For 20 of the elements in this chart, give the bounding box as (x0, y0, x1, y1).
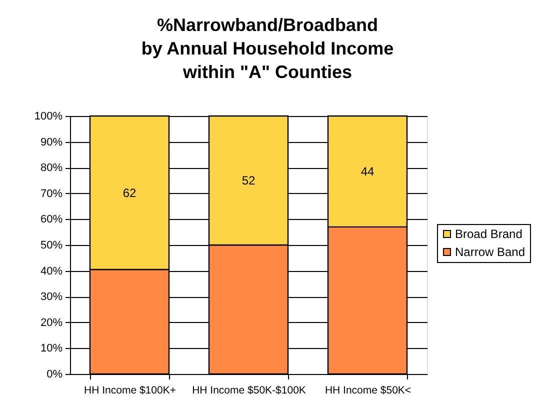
chart-title: %Narrowband/Broadband by Annual Household Income within "A" Counties (141, 15, 394, 82)
y-tick-label: 10% (40, 342, 63, 355)
y-tick-label: 100% (34, 110, 63, 122)
y-tick-label: 70% (40, 188, 63, 200)
y-tick-label: 90% (40, 136, 63, 148)
legend-label: Broad Brand (455, 227, 522, 241)
x-tick-label: HH Income $100K+ (84, 384, 176, 396)
annotation: 44 (360, 164, 374, 178)
legend-label: Narrow Band (455, 245, 526, 259)
y-tick-label: 20% (40, 316, 63, 329)
y-tick-label: 60% (40, 214, 63, 226)
y-tick-label: 30% (40, 291, 63, 304)
annotation: 62 (122, 186, 136, 200)
y-tick-label: 0% (46, 368, 63, 380)
y-tick-label: 50% (40, 240, 63, 252)
x-tick-label: HH Income $50K< (324, 384, 412, 396)
y-tick-label: 80% (40, 162, 63, 174)
x-tick-label: HH Income $50K-$100K (192, 384, 306, 396)
y-tick-label: 40% (40, 265, 63, 278)
annotation: 52 (242, 174, 256, 188)
